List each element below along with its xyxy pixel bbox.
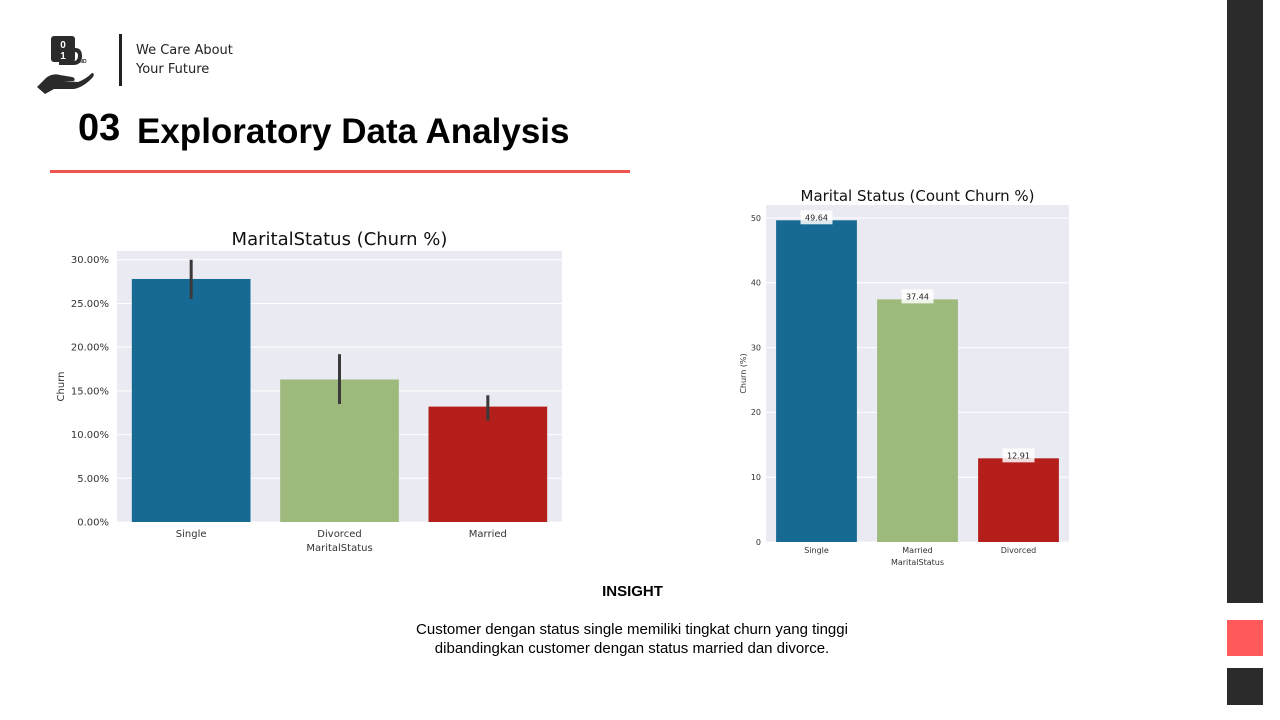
tagline-line-2: Your Future [136,62,210,77]
chart2-bar-divorced [978,458,1059,542]
svg-text:1: 1 [60,51,66,62]
chart2-data-label: 49.64 [805,213,828,222]
chart1-ytick-label: 10.00% [71,430,109,441]
chart2-xlabel: MaritalStatus [891,558,944,567]
tagline-line-1: We Care About [136,43,233,58]
chart2-ytick-label: 20 [751,408,761,417]
logo-divider [119,34,122,86]
chart2-ytick-label: 30 [751,343,761,352]
chart1-ylabel: Churn [56,372,67,402]
svg-text:0: 0 [60,40,66,51]
charts-canvas: 0.00% 5.00% 10.00% 15.00% 20.00% 25.00% 30.00%… [56,187,1069,567]
chart2-bar-single [776,220,857,542]
chart2-bar-married [877,299,958,542]
chart1-title: MaritalStatus (Churn %) [232,229,448,250]
company-logo: 0 1 IND [37,36,94,94]
chart2-ytick-label: 10 [751,473,761,482]
chart2-xtick-label: Divorced [1001,546,1037,555]
chart1-ytick-label: 20.00% [71,343,109,354]
chart1-xtick-label: Single [176,529,207,540]
insight-line-1: Customer dengan status single memiliki t… [416,621,848,638]
chart1-ytick-label: 25.00% [71,299,109,310]
side-bar-dark-bottom [1227,668,1263,705]
chart2-data-label-bg [1002,448,1035,463]
chart1-bar-single [131,278,251,522]
insight-line-2: dibandingkan customer dengan status marr… [434,640,830,657]
chart1-ytick-label: 0.00% [77,518,109,529]
chart2-xtick-label: Married [902,546,932,555]
insight-title: INSIGHT [602,583,663,600]
chart1-bar-married [428,406,548,522]
svg-text:IND: IND [78,59,87,65]
tagline: We Care About Your Future [136,41,233,79]
chart2-data-label-bg [800,210,833,225]
chart1-ytick-label: 30.00% [71,255,109,266]
page-title: Exploratory Data Analysis [137,112,570,151]
chart2-ytick-label: 0 [756,538,761,547]
chart2-data-label-bg [901,289,934,304]
chart1-xlabel: MaritalStatus [306,543,372,554]
insight-text: Customer dengan status single memiliki t… [392,620,872,658]
chart2-title: Marital Status (Count Churn %) [801,187,1035,205]
side-bar-dark-top [1227,0,1263,603]
section-number: 03 [78,107,121,149]
chart2-ylabel: Churn (%) [739,353,748,393]
chart1-xtick-label: Divorced [317,529,361,540]
side-bar-accent [1227,620,1263,656]
chart2-xtick-label: Single [804,546,829,555]
chart1-ytick-label: 15.00% [71,386,109,397]
chart2-ytick-label: 40 [751,279,761,288]
chart2-ytick-label: 50 [751,214,761,223]
chart2-data-label: 37.44 [906,292,929,301]
chart1-ytick-label: 5.00% [77,474,109,485]
title-underline [50,170,630,173]
chart2-data-label: 12.91 [1007,451,1030,460]
chart1-xtick-label: Married [469,529,507,540]
